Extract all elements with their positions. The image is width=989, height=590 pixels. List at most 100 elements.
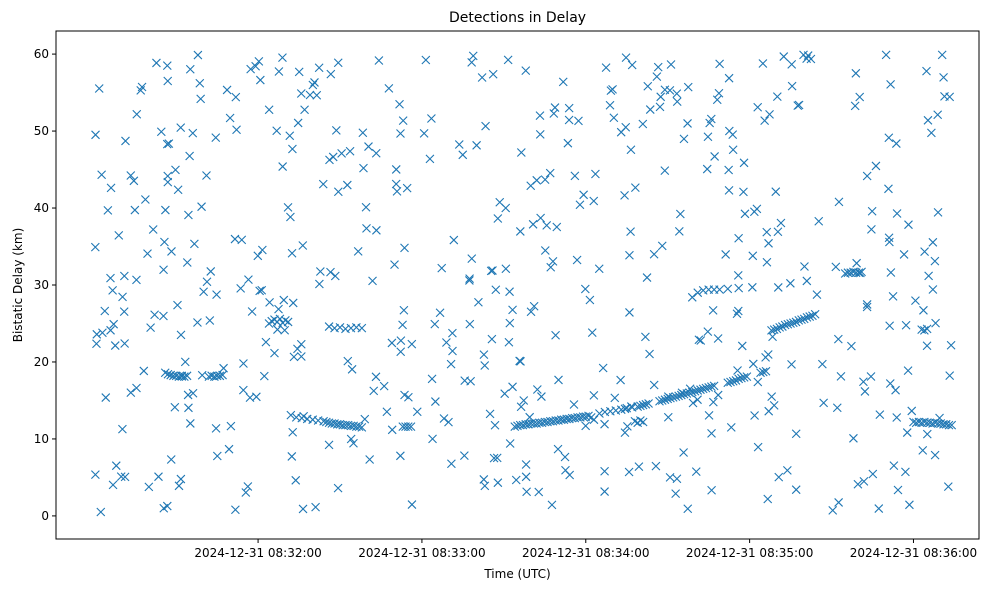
detection-marker — [660, 395, 670, 405]
y-tick-label: 20 — [34, 355, 49, 369]
detection-marker — [551, 330, 560, 340]
detection-marker — [396, 347, 406, 357]
detection-marker — [663, 412, 673, 422]
detection-marker — [928, 285, 938, 294]
detection-marker — [685, 388, 694, 398]
detection-marker — [693, 386, 703, 395]
detection-marker — [598, 363, 608, 373]
detection-marker — [101, 393, 111, 402]
detection-marker — [666, 393, 675, 403]
detection-marker — [231, 92, 241, 102]
detection-marker — [641, 399, 651, 409]
detection-marker — [294, 67, 304, 77]
detection-marker — [182, 371, 192, 381]
detection-marker — [144, 482, 154, 492]
detection-marker — [945, 92, 955, 102]
detection-marker — [793, 101, 803, 111]
detection-marker — [466, 376, 476, 386]
detection-marker — [406, 422, 416, 432]
detection-marker — [772, 92, 782, 101]
detection-marker — [854, 268, 864, 278]
detection-marker — [160, 205, 170, 215]
detection-marker — [674, 391, 684, 401]
detection-marker — [748, 251, 758, 261]
detection-marker — [285, 131, 295, 141]
detection-marker — [163, 171, 173, 181]
detection-marker — [427, 374, 437, 384]
detection-marker — [261, 337, 271, 347]
detection-marker — [859, 476, 869, 486]
detection-marker — [683, 119, 692, 128]
detection-marker — [521, 472, 531, 482]
detection-marker — [162, 61, 172, 71]
detection-marker — [805, 312, 815, 321]
detection-marker — [171, 165, 180, 175]
detection-marker — [831, 262, 841, 272]
detection-marker — [357, 423, 367, 432]
detection-marker — [146, 323, 155, 332]
detection-marker — [132, 109, 142, 119]
detection-marker — [606, 86, 616, 96]
detection-marker — [943, 482, 953, 492]
detection-marker — [564, 115, 574, 125]
detection-marker — [314, 279, 324, 289]
detection-marker — [287, 452, 297, 461]
detection-marker — [167, 247, 176, 256]
detection-marker — [893, 485, 903, 495]
detection-marker — [251, 61, 261, 71]
detection-marker — [687, 387, 697, 397]
detection-marker — [274, 67, 284, 76]
detection-marker — [116, 472, 126, 482]
detection-marker — [651, 461, 661, 471]
detection-marker — [119, 307, 129, 317]
detection-marker — [274, 304, 283, 314]
detection-marker — [732, 309, 742, 319]
detection-marker — [847, 341, 856, 351]
detection-marker — [442, 338, 451, 347]
detection-marker — [871, 161, 881, 171]
detection-marker — [552, 222, 562, 232]
detection-marker — [549, 109, 559, 118]
detection-marker — [748, 359, 758, 369]
detection-marker — [132, 383, 141, 393]
detection-marker — [905, 500, 914, 510]
detection-marker — [791, 429, 801, 439]
detection-marker — [747, 282, 757, 292]
detection-marker — [724, 185, 734, 195]
detection-marker — [901, 467, 910, 477]
detection-marker — [779, 52, 789, 61]
detection-marker — [933, 110, 943, 120]
detection-marker — [891, 385, 900, 395]
detection-marker — [630, 183, 640, 193]
detection-marker — [595, 409, 604, 418]
detection-marker — [625, 308, 634, 317]
detection-marker — [672, 97, 682, 107]
detection-marker — [703, 327, 713, 337]
detection-marker — [704, 382, 714, 392]
detection-marker — [188, 128, 198, 138]
detection-marker — [121, 136, 130, 146]
detection-marker — [918, 445, 928, 455]
detection-marker — [166, 455, 176, 464]
detection-marker — [90, 242, 100, 252]
detection-marker — [136, 86, 146, 95]
detection-marker — [160, 237, 169, 247]
detection-marker — [787, 360, 796, 369]
detection-marker — [728, 376, 738, 386]
detection-marker — [400, 243, 409, 253]
detection-marker — [605, 100, 615, 110]
detection-marker — [259, 371, 269, 381]
detection-marker — [189, 239, 199, 249]
detection-marker — [540, 175, 550, 185]
detection-marker — [160, 368, 170, 378]
detection-marker — [184, 403, 193, 413]
detection-marker — [395, 451, 405, 461]
detection-marker — [691, 467, 701, 477]
detection-marker — [287, 248, 297, 258]
detection-marker — [594, 264, 604, 274]
detection-marker — [558, 77, 568, 87]
detection-marker — [371, 148, 381, 158]
detection-marker — [515, 227, 525, 236]
detection-marker — [211, 133, 221, 143]
detection-marker — [106, 325, 115, 335]
